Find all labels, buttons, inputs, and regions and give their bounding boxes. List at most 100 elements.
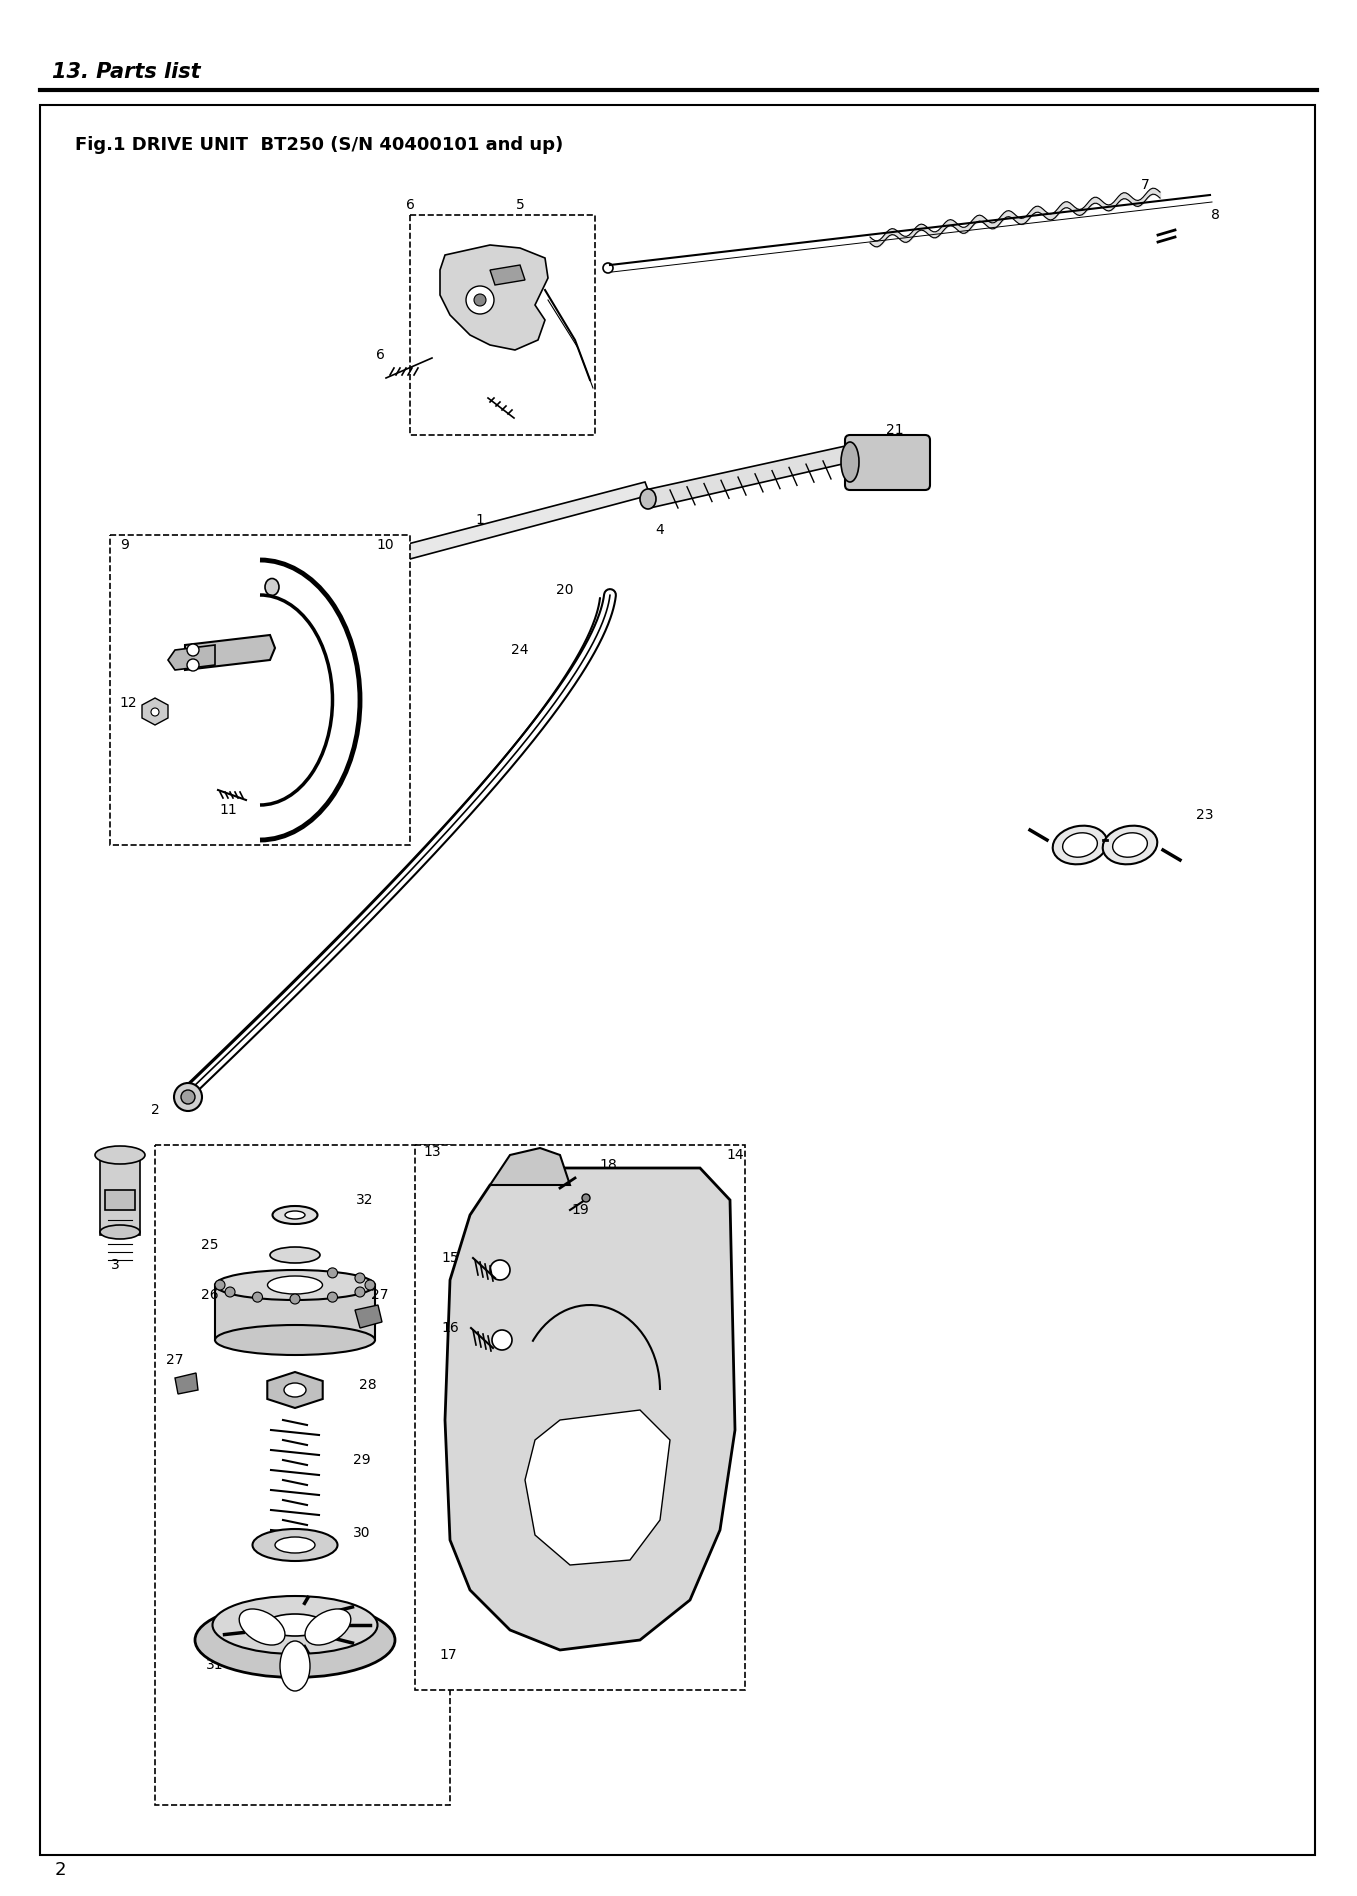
Circle shape <box>252 1293 262 1303</box>
Bar <box>100 1155 140 1234</box>
Circle shape <box>180 1090 195 1103</box>
Text: 23: 23 <box>1197 808 1213 823</box>
Polygon shape <box>490 265 525 284</box>
Text: 6: 6 <box>376 349 384 362</box>
Circle shape <box>327 1268 338 1278</box>
Bar <box>214 1285 375 1340</box>
Polygon shape <box>185 635 275 669</box>
Text: 18: 18 <box>600 1158 617 1172</box>
Ellipse shape <box>841 442 859 482</box>
Circle shape <box>356 1272 365 1284</box>
Ellipse shape <box>305 1610 351 1646</box>
Ellipse shape <box>95 1145 145 1164</box>
Circle shape <box>365 1280 375 1289</box>
Circle shape <box>225 1287 235 1297</box>
Text: 27: 27 <box>372 1287 388 1303</box>
Text: 31: 31 <box>206 1657 224 1672</box>
Ellipse shape <box>265 1613 324 1636</box>
Text: 20: 20 <box>556 582 574 597</box>
Text: 1: 1 <box>475 514 484 527</box>
Circle shape <box>187 645 199 656</box>
Text: 29: 29 <box>353 1452 370 1468</box>
Text: 7: 7 <box>1141 178 1149 191</box>
Circle shape <box>603 264 613 273</box>
Circle shape <box>493 1329 512 1350</box>
Ellipse shape <box>641 489 655 508</box>
Circle shape <box>465 286 494 315</box>
Ellipse shape <box>265 578 280 595</box>
Circle shape <box>214 1280 225 1289</box>
Ellipse shape <box>1103 825 1158 865</box>
Ellipse shape <box>285 1212 305 1219</box>
Text: 3: 3 <box>111 1259 119 1272</box>
Text: Fig.1 DRIVE UNIT  BT250 (S/N 40400101 and up): Fig.1 DRIVE UNIT BT250 (S/N 40400101 and… <box>75 137 563 154</box>
Text: 8: 8 <box>1210 209 1220 222</box>
Text: 24: 24 <box>512 643 529 658</box>
Circle shape <box>356 1287 365 1297</box>
Bar <box>415 1145 745 1689</box>
Ellipse shape <box>284 1382 305 1397</box>
Polygon shape <box>175 1373 198 1394</box>
Ellipse shape <box>100 1225 140 1238</box>
Bar <box>110 535 410 846</box>
Text: 4: 4 <box>655 523 665 537</box>
Circle shape <box>582 1194 590 1202</box>
Polygon shape <box>356 1304 383 1327</box>
Ellipse shape <box>214 1325 375 1356</box>
Text: 32: 32 <box>357 1193 373 1208</box>
Ellipse shape <box>239 1610 285 1646</box>
Polygon shape <box>645 446 860 508</box>
Text: 2: 2 <box>54 1862 65 1879</box>
Circle shape <box>151 707 159 717</box>
Circle shape <box>174 1083 202 1111</box>
Text: 19: 19 <box>571 1202 589 1217</box>
Ellipse shape <box>267 1276 323 1293</box>
Text: 16: 16 <box>441 1322 459 1335</box>
Text: 13: 13 <box>423 1145 441 1158</box>
Bar <box>155 1145 451 1805</box>
Text: 15: 15 <box>441 1251 459 1265</box>
Polygon shape <box>440 245 548 351</box>
Ellipse shape <box>273 1206 318 1225</box>
Ellipse shape <box>1113 832 1148 857</box>
Text: 11: 11 <box>218 804 237 817</box>
Ellipse shape <box>270 1248 320 1263</box>
Circle shape <box>187 660 199 671</box>
Ellipse shape <box>214 1270 375 1301</box>
Text: 6: 6 <box>406 197 414 212</box>
Circle shape <box>490 1261 510 1280</box>
Text: 26: 26 <box>201 1287 218 1303</box>
Polygon shape <box>142 698 168 724</box>
Text: 30: 30 <box>353 1526 370 1540</box>
Polygon shape <box>270 482 650 595</box>
Polygon shape <box>525 1411 670 1564</box>
Circle shape <box>327 1293 338 1303</box>
Ellipse shape <box>1063 832 1098 857</box>
Ellipse shape <box>195 1602 395 1678</box>
Text: 28: 28 <box>360 1378 377 1392</box>
Text: 9: 9 <box>121 538 129 552</box>
Bar <box>104 1191 134 1210</box>
Text: 27: 27 <box>167 1354 183 1367</box>
Text: 12: 12 <box>119 696 137 709</box>
Ellipse shape <box>275 1538 315 1553</box>
Text: 5: 5 <box>516 197 524 212</box>
Circle shape <box>474 294 486 305</box>
Text: 17: 17 <box>440 1648 457 1663</box>
Ellipse shape <box>252 1528 338 1560</box>
Circle shape <box>290 1293 300 1304</box>
Polygon shape <box>490 1147 570 1185</box>
Polygon shape <box>267 1373 323 1409</box>
Bar <box>410 214 594 434</box>
FancyBboxPatch shape <box>845 434 930 489</box>
Ellipse shape <box>1053 825 1107 865</box>
Text: 2: 2 <box>151 1103 159 1117</box>
Polygon shape <box>445 1168 735 1650</box>
Polygon shape <box>168 645 214 669</box>
Text: 10: 10 <box>376 538 394 552</box>
Text: 13. Parts list: 13. Parts list <box>52 63 201 82</box>
Text: 21: 21 <box>886 423 904 436</box>
Text: 14: 14 <box>726 1147 744 1162</box>
Ellipse shape <box>213 1596 377 1653</box>
Text: 25: 25 <box>201 1238 218 1251</box>
